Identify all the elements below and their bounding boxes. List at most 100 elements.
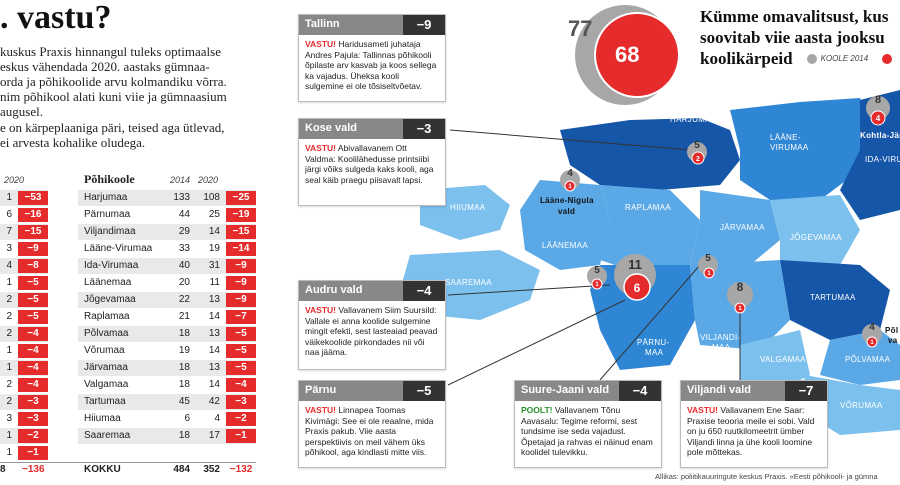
intro-line: nim põhikool alati kuni viie ja gümnaasi…	[0, 89, 227, 104]
label-laanemaa: LÄÄNEMAA	[542, 241, 588, 250]
label-saaremaa: SAAREMAA	[445, 278, 492, 287]
bubble-ln-red-label: 1	[568, 184, 572, 190]
bubble-vilj-grey	[727, 282, 753, 308]
left-table-row: 2 −4	[0, 326, 48, 342]
bubble-vilj-grey-label: 8	[737, 280, 744, 294]
left-table-row: 1 −4	[0, 343, 48, 359]
legend-red-dot	[882, 53, 893, 64]
left-table-row: 3 −9	[0, 241, 48, 257]
left-table-row: 1 −1	[0, 445, 48, 461]
pohikoole-row: Harjumaa 133 108 −25	[78, 190, 256, 206]
headline: . vastu?	[0, 0, 112, 36]
callout-suure-jaani: Suure-Jaani vald −4 POOLT! Vallavanem Tõn…	[514, 380, 662, 468]
bubble-kose-red	[691, 151, 705, 165]
left-table-row: 1 −5	[0, 275, 48, 291]
pohikoole-title: Põhikoole	[84, 172, 135, 186]
pohikoole-row: Tartumaa 45 42 −3	[78, 394, 256, 410]
col-2020: 2020	[198, 175, 219, 185]
source-note: Allikas: poliitikauuringute keskus Praxi…	[655, 472, 878, 481]
pohikoole-row: Võrumaa 19 14 −5	[78, 343, 256, 359]
connector-kose	[449, 129, 691, 151]
left-table-row: 2 −5	[0, 292, 48, 308]
bubble-audru-red	[591, 278, 603, 290]
bubble-audru-red-label: 1	[595, 282, 599, 288]
pohikoole-row: Ida-Virumaa 40 31 −9	[78, 258, 256, 274]
left-table-row: 1 −4	[0, 360, 48, 376]
region-polvamaa	[820, 330, 900, 385]
tallinn-bubbles: 77 68	[568, 5, 680, 105]
region-jogevamaa	[770, 195, 860, 265]
connector-parnu	[447, 299, 626, 386]
label-jarvamaa: JÄRVAMAA	[720, 223, 765, 232]
left-table-row: 3 −3	[0, 411, 48, 427]
left-table-row: 2 −3	[0, 394, 48, 410]
left-table-row: 4 −8	[0, 258, 48, 274]
bubble-polva-grey-label: 4	[869, 322, 875, 333]
label-laane-nigula-1: Lääne-Nigula	[540, 196, 594, 205]
total-divider	[0, 462, 256, 463]
label-raplamaa: RAPLAMAA	[625, 203, 671, 212]
pohikoole-row: Põlvamaa 18 13 −5	[78, 326, 256, 342]
pohikoole-row: Läänemaa 20 11 −9	[78, 275, 256, 291]
bubble-vilj-red	[734, 302, 746, 314]
pohikoole-total: KOKKU 484 352 −132	[84, 464, 253, 475]
bubble-parnu-red	[623, 273, 651, 301]
pohikoole-row: Pärnumaa 44 25 −19	[78, 207, 256, 223]
pohikoole-row: Jõgevamaa 22 13 −9	[78, 292, 256, 308]
label-vorumaa: VÕRUMAA	[840, 401, 883, 410]
bubble-kohtla-red-label: 4	[876, 114, 881, 123]
label-parnumaa-2: MAA	[645, 348, 664, 357]
left-table-row: 2 −4	[0, 377, 48, 393]
bubble-tallinn-grey-label: 77	[568, 16, 592, 41]
legend-koole-2014: KOOLE 2014	[820, 54, 869, 63]
intro-line: augusel.	[0, 104, 43, 119]
region-raplamaa	[600, 185, 700, 270]
pohikoole-row: Hiiumaa 6 4 −2	[78, 411, 256, 427]
intro-line: ei arvesta kohalike oludega.	[0, 135, 146, 150]
label-harjumaa: HARJUMAA	[670, 115, 717, 124]
bubble-polva-grey	[862, 324, 882, 344]
legend-grey-dot	[806, 53, 817, 64]
label-tartumaa: TARTUMAA	[810, 293, 856, 302]
pohikoole-row: Viljandimaa 29 14 −15	[78, 224, 256, 240]
left-table-year: 2020	[4, 175, 25, 185]
left-table-row: 7 −15	[0, 224, 48, 240]
bubble-kohtla-grey-label: 8	[875, 94, 881, 106]
connector-audru	[447, 284, 611, 296]
estonia-map: HARJUMAA LÄÄNE- VIRUMAA Kohtla-Järv IDA-…	[400, 90, 900, 435]
bubble-polva-red	[866, 336, 878, 348]
region-jarvamaa	[690, 190, 780, 265]
region-ida-virumaa	[840, 90, 900, 220]
label-viljandimaa-1: VILJANDI-	[700, 333, 741, 342]
pohikoole-row: Valgamaa 18 14 −4	[78, 377, 256, 393]
col-2014: 2014	[170, 175, 191, 185]
bubble-polva-red-label: 1	[870, 340, 874, 346]
bubble-ln-grey-label: 4	[567, 168, 573, 179]
label-polvamaa: PÕLVAMAA	[845, 355, 891, 364]
left-table-row: 1 −53	[0, 190, 48, 206]
label-parnumaa-1: PÄRNU-	[637, 338, 670, 347]
bubble-parnu-grey-label: 11	[628, 257, 642, 272]
bubble-parnu-red-label: 6	[634, 281, 641, 295]
region-laanemaa	[520, 180, 610, 270]
region-parnumaa	[590, 265, 695, 370]
map-title: Kümme omavalitsust, kus soovitab viie aa…	[700, 6, 893, 69]
bubble-ln-red	[564, 180, 576, 192]
callout-kose: Kose vald −3 VASTU! Abivallavanem Ott Val…	[298, 118, 446, 206]
region-valgamaa	[740, 330, 810, 390]
intro-line: e on kärpeplaaniga päri, teised aga ütle…	[0, 120, 225, 135]
label-laane-virumaa-2: VIRUMAA	[770, 143, 809, 152]
pohikoole-row: Järvamaa 18 13 −5	[78, 360, 256, 376]
bubble-kose-grey-label: 5	[694, 140, 700, 151]
label-laane-virumaa-1: LÄÄNE-	[770, 133, 801, 142]
bubble-sj-red-label: 1	[707, 271, 711, 277]
label-polva-1: Põl	[885, 326, 898, 335]
label-hiiumaa: HIIUMAA	[450, 203, 486, 212]
callout-tallinn: Tallinn −9 VASTU! Haridusameti juhataja A…	[298, 14, 446, 102]
callout-viljandi: Viljandi vald −7 VASTU! Vallavanem Ene Sa…	[680, 380, 828, 468]
connector-suure-jaani	[599, 264, 701, 381]
left-table-row: 6 −16	[0, 207, 48, 223]
intro-line: eskus vähendada 2020. aastaks gümnaa-	[0, 59, 210, 74]
intro-line: kuskus Praxis hinnangul tuleks optimaals…	[0, 44, 221, 59]
label-ida-virumaa: IDA-VIRUMAA	[865, 155, 900, 164]
